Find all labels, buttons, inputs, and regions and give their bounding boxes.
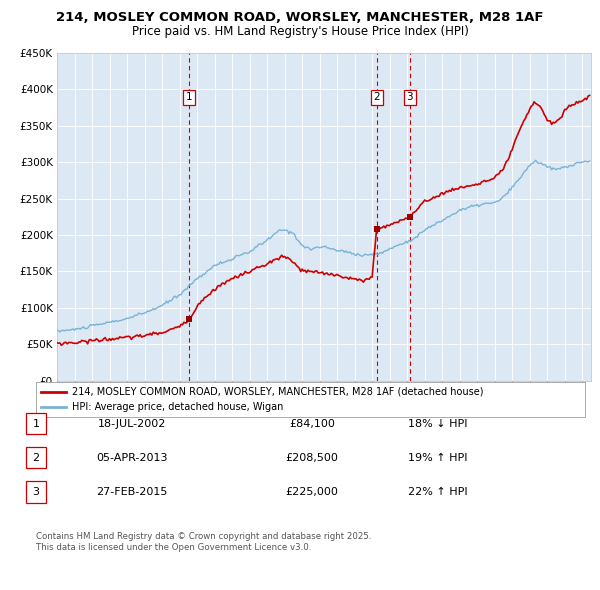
Text: 1: 1: [186, 92, 193, 102]
Text: 19% ↑ HPI: 19% ↑ HPI: [408, 453, 468, 463]
Text: £84,100: £84,100: [289, 419, 335, 428]
Text: Price paid vs. HM Land Registry's House Price Index (HPI): Price paid vs. HM Land Registry's House …: [131, 25, 469, 38]
Text: 214, MOSLEY COMMON ROAD, WORSLEY, MANCHESTER, M28 1AF (detached house): 214, MOSLEY COMMON ROAD, WORSLEY, MANCHE…: [71, 386, 483, 396]
Text: 214, MOSLEY COMMON ROAD, WORSLEY, MANCHESTER, M28 1AF: 214, MOSLEY COMMON ROAD, WORSLEY, MANCHE…: [56, 11, 544, 24]
Text: £225,000: £225,000: [286, 487, 338, 497]
Text: 05-APR-2013: 05-APR-2013: [96, 453, 168, 463]
Text: 2: 2: [32, 453, 40, 463]
Text: 22% ↑ HPI: 22% ↑ HPI: [408, 487, 468, 497]
Text: 3: 3: [32, 487, 40, 497]
Text: 3: 3: [407, 92, 413, 102]
Text: 27-FEB-2015: 27-FEB-2015: [97, 487, 167, 497]
Text: 2: 2: [373, 92, 380, 102]
Text: £208,500: £208,500: [286, 453, 338, 463]
Text: 1: 1: [32, 419, 40, 428]
Text: Contains HM Land Registry data © Crown copyright and database right 2025.
This d: Contains HM Land Registry data © Crown c…: [36, 532, 371, 552]
Text: HPI: Average price, detached house, Wigan: HPI: Average price, detached house, Wiga…: [71, 402, 283, 412]
Text: 18-JUL-2002: 18-JUL-2002: [98, 419, 166, 428]
Text: 18% ↓ HPI: 18% ↓ HPI: [408, 419, 468, 428]
